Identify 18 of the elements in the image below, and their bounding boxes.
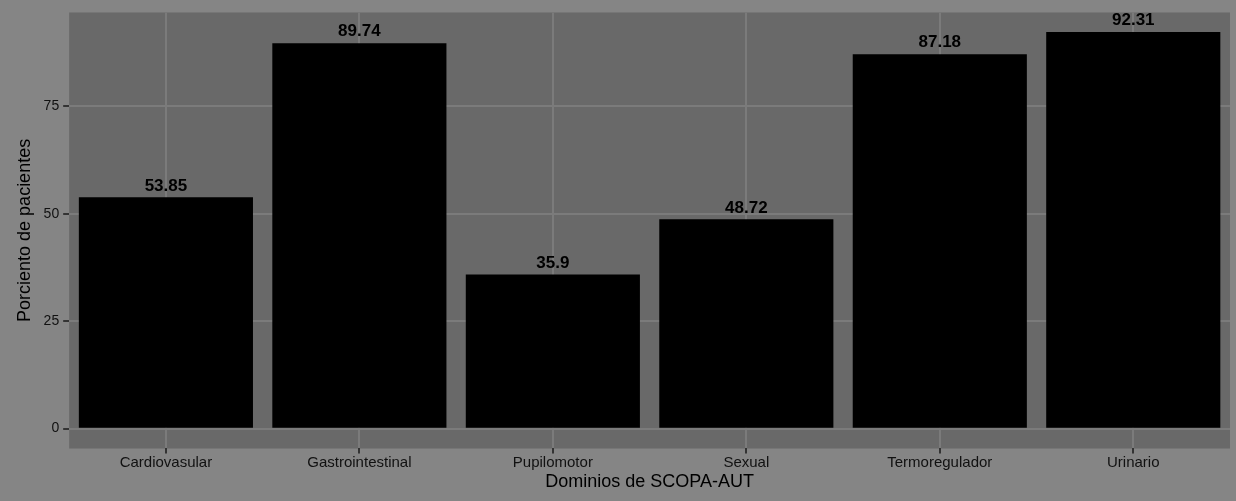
x-tick-label: Pupilomotor (512, 452, 593, 470)
y-axis-title: Porciento de pacientes (13, 138, 34, 322)
data-label: 92.31 (1111, 10, 1155, 30)
x-tick-label: Cardiovasular (119, 452, 213, 470)
x-axis-title: Dominios de SCOPA-AUT (545, 471, 754, 492)
data-label: 89.74 (338, 21, 382, 41)
data-label: 48.72 (725, 197, 768, 217)
y-tick-label: 50 (43, 204, 60, 221)
data-label: 53.85 (144, 175, 188, 195)
data-label: 35.9 (536, 252, 570, 272)
data-label: 87.18 (918, 32, 962, 52)
y-tick-label: 25 (43, 312, 60, 329)
x-tick-label: Sexual (723, 452, 770, 470)
y-tick-label: 75 (43, 97, 60, 114)
x-tick-label: Termoregulador (887, 452, 993, 470)
y-tick-label: 0 (51, 419, 60, 436)
x-tick-label: Urinario (1107, 452, 1160, 470)
x-tick-label: Gastrointestinal (307, 452, 412, 470)
